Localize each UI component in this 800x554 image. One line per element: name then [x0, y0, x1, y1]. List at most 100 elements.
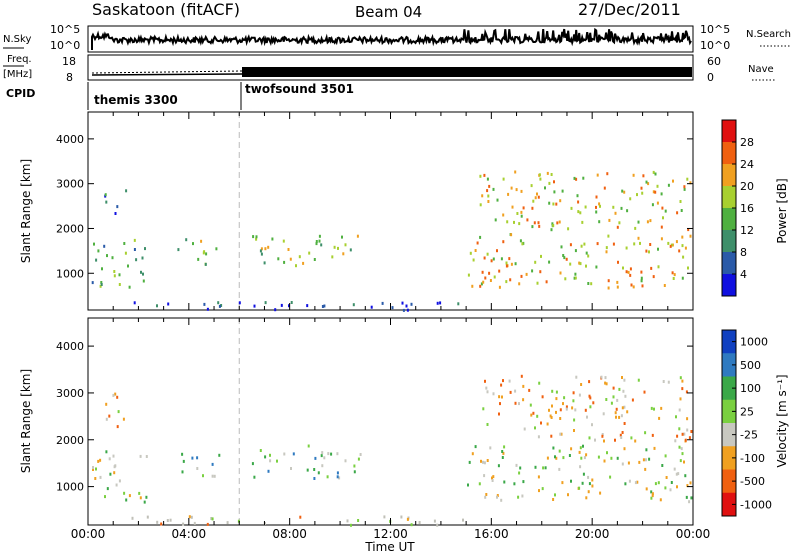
range-gate-cell: [118, 283, 121, 286]
colorbar-tick-label: 16: [740, 202, 754, 215]
range-gate-cell: [200, 239, 203, 243]
range-gate-cell: [678, 408, 681, 412]
range-gate-cell: [494, 218, 497, 222]
range-gate-cell: [481, 270, 484, 274]
colorbar-segment: [722, 186, 736, 209]
range-gate-cell: [630, 436, 633, 440]
range-gate-cell: [269, 459, 272, 463]
range-gate-cell: [591, 423, 593, 427]
range-gate-cell: [264, 247, 267, 251]
range-gate-cell: [518, 402, 520, 406]
range-gate-cell: [560, 245, 563, 249]
range-gate-cell: [563, 396, 566, 400]
range-gate-cell: [551, 404, 553, 408]
range-gate-cell: [624, 394, 627, 398]
range-gate-cell: [100, 283, 103, 286]
colorbar-segment: [722, 492, 736, 517]
range-gate-cell: [628, 479, 631, 483]
range-gate-cell: [661, 464, 664, 467]
range-gate-cell: [114, 212, 117, 215]
velocity-y-label: Slant Range [km]: [19, 369, 33, 473]
range-gate-cell: [352, 303, 355, 307]
range-gate-cell: [484, 276, 487, 280]
range-gate-cell: [679, 376, 682, 380]
range-gate-cell: [660, 192, 663, 196]
range-gate-cell: [480, 459, 482, 463]
range-gate-cell: [540, 254, 542, 258]
range-gate-cell: [213, 474, 216, 478]
range-gate-cell: [564, 277, 567, 281]
range-gate-cell: [533, 221, 536, 225]
nave-tick-top: 60: [707, 55, 721, 68]
range-gate-cell: [116, 395, 119, 399]
range-gate-cell: [520, 274, 523, 278]
y-tick-label: 3000: [56, 178, 84, 191]
range-gate-cell: [627, 270, 630, 274]
range-gate-cell: [602, 412, 605, 416]
range-gate-cell: [584, 205, 587, 209]
range-gate-cell: [598, 220, 601, 224]
range-gate-cell: [578, 393, 581, 397]
range-gate-cell: [480, 282, 483, 286]
range-gate-cell: [142, 272, 144, 276]
range-gate-cell: [499, 402, 501, 406]
range-gate-cell: [559, 432, 562, 436]
x-tick-label: 00:00: [71, 527, 106, 541]
range-gate-cell: [587, 475, 590, 479]
range-gate-cell: [515, 463, 518, 467]
x-tick-label: 16:00: [474, 527, 509, 541]
nsearch-tick-bottom: 10^0: [700, 39, 730, 52]
range-gate-cell: [667, 241, 670, 245]
range-gate-cell: [341, 235, 343, 239]
range-gate-cell: [108, 414, 111, 418]
range-gate-cell: [623, 378, 626, 382]
velocity-yticks: 1000 2000 3000 4000: [56, 340, 693, 494]
range-gate-cell: [536, 192, 538, 196]
range-gate-cell: [492, 257, 495, 261]
range-gate-cell: [487, 194, 490, 198]
range-gate-cell: [118, 479, 121, 483]
range-gate-cell: [656, 201, 659, 205]
range-gate-cell: [654, 190, 657, 194]
range-gate-cell: [569, 243, 572, 247]
range-gate-cell: [590, 282, 593, 286]
range-gate-cell: [596, 242, 599, 246]
freq-unit-label: [MHz]: [3, 69, 32, 80]
range-gate-cell: [643, 390, 646, 394]
range-gate-cell: [196, 456, 199, 460]
colorbar-segment: [722, 330, 736, 354]
range-gate-cell: [532, 199, 535, 203]
x-tick-labels: 00:00 04:00 08:00 12:00 16:00 20:00 00:00: [71, 527, 711, 541]
range-gate-cell: [536, 281, 539, 285]
range-gate-cell: [140, 270, 142, 274]
range-gate-cell: [177, 248, 180, 252]
range-gate-cell: [681, 452, 684, 456]
range-gate-cell: [498, 412, 500, 416]
range-gate-cell: [500, 383, 503, 387]
range-gate-cell: [577, 210, 580, 214]
range-gate-cell: [552, 224, 555, 227]
range-gate-cell: [604, 376, 607, 380]
range-gate-cell: [471, 452, 474, 456]
range-gate-cell: [204, 262, 207, 266]
range-gate-cell: [657, 265, 660, 269]
range-gate-cell: [531, 225, 534, 229]
range-gate-cell: [623, 447, 626, 451]
range-gate-cell: [548, 260, 551, 264]
range-gate-cell: [607, 234, 610, 238]
range-gate-cell: [553, 190, 556, 194]
range-gate-cell: [612, 386, 615, 390]
x-tick-label: 04:00: [172, 527, 207, 541]
range-gate-cell: [538, 381, 541, 385]
range-gate-cell: [623, 405, 626, 409]
range-gate-cell: [537, 435, 540, 439]
range-gate-cell: [274, 308, 277, 312]
power-marks: [91, 112, 692, 312]
date-title: 27/Dec/2011: [578, 0, 681, 19]
range-gate-cell: [626, 410, 629, 414]
range-gate-cell: [552, 202, 555, 206]
range-gate-cell: [673, 467, 676, 471]
range-gate-cell: [669, 244, 672, 248]
range-gate-cell: [575, 375, 578, 379]
